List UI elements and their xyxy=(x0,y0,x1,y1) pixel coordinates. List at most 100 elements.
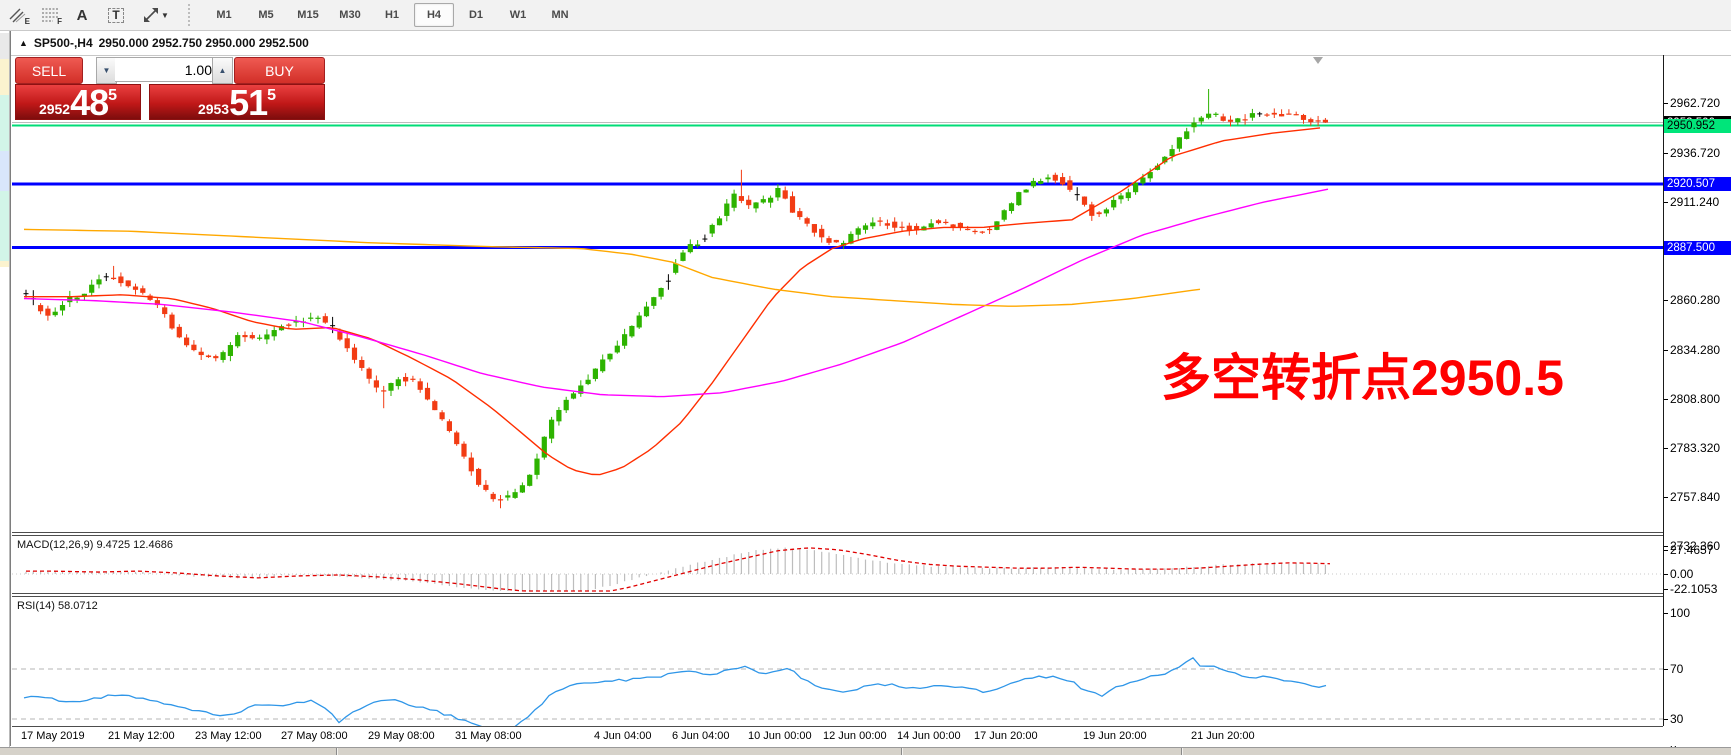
timeframe-button-H1[interactable]: H1 xyxy=(384,9,400,21)
time-axis-label: 10 Jun 00:00 xyxy=(748,730,812,742)
tool-letter: T xyxy=(108,7,124,23)
collapse-triangle-icon[interactable]: ▲ xyxy=(19,38,28,48)
price-tag-2950.952: 2950.952 xyxy=(1664,119,1731,133)
rsi-tick-mark xyxy=(1664,719,1668,720)
window-strip-divider[interactable] xyxy=(1181,748,1183,755)
time-axis-label: 19 Jun 20:00 xyxy=(1083,730,1147,742)
timeframe-bar: M1 M5 M15 M30 H1 H4 D1 W1 MN xyxy=(203,3,581,27)
timeframe-button-MN[interactable]: MN xyxy=(551,9,569,21)
left-panel-color-band xyxy=(0,261,9,267)
macd-axis-label: 27.4657 xyxy=(1670,543,1714,557)
price-tick-mark xyxy=(1664,448,1668,449)
plot-top-border xyxy=(11,55,1731,56)
arrows-icon[interactable]: ▼ xyxy=(136,3,176,27)
price-tick-mark xyxy=(1664,153,1668,154)
time-axis-label: 6 Jun 04:00 xyxy=(672,730,730,742)
time-axis[interactable]: 17 May 2019 21 May 12:00 23 May 12:00 27 Ma… xyxy=(11,727,1731,746)
ask-prefix: 2953 xyxy=(197,101,230,117)
price-tick-label: 2732.360 xyxy=(1670,539,1721,553)
panel-splitter[interactable] xyxy=(12,532,1663,533)
price-tick-label: 2808.800 xyxy=(1670,392,1721,406)
volume-increase-button[interactable]: ▲ xyxy=(212,57,233,84)
macd-tick-mark xyxy=(1664,574,1668,575)
bid-sup: 5 xyxy=(108,87,118,104)
rsi-canvas[interactable] xyxy=(12,597,1663,726)
time-axis-label: 27 May 08:00 xyxy=(281,730,348,742)
price-tick-label: 2911.240 xyxy=(1670,195,1720,209)
time-axis-label: 23 May 12:00 xyxy=(195,730,262,742)
timeframe-button-M5[interactable]: M5 xyxy=(258,9,274,21)
time-axis-label: 17 Jun 20:00 xyxy=(974,730,1038,742)
price-tag-2887.500: 2887.500 xyxy=(1664,241,1731,255)
time-axis-label: 21 May 12:00 xyxy=(108,730,175,742)
time-axis-label: 14 Jun 00:00 xyxy=(897,730,961,742)
price-tick-mark xyxy=(1664,399,1668,400)
left-panel-color-band xyxy=(0,59,9,95)
rsi-axis-label: 70 xyxy=(1670,662,1684,676)
rsi-tick-mark xyxy=(1664,669,1668,670)
price-tick-label: 2860.280 xyxy=(1670,293,1721,307)
price-tick-mark xyxy=(1664,103,1668,104)
toolbar: E F A T ▼ M1 M5 M15 M30 H1 xyxy=(0,0,1731,31)
price-tick-label: 2783.320 xyxy=(1670,441,1721,455)
price-tick-label: 2962.720 xyxy=(1670,96,1721,110)
macd-canvas[interactable] xyxy=(12,536,1663,593)
timeframe-button-D1[interactable]: D1 xyxy=(468,9,484,21)
fibonacci-icon[interactable]: F xyxy=(36,3,64,27)
price-tick-label: 2834.280 xyxy=(1670,343,1721,357)
dropdown-caret-icon: ▼ xyxy=(161,10,169,20)
volume-decrease-button[interactable]: ▼ xyxy=(96,57,117,84)
macd-tick-mark xyxy=(1664,589,1668,590)
time-axis-label: 4 Jun 04:00 xyxy=(594,730,652,742)
sell-button[interactable]: SELL xyxy=(15,57,83,84)
ohlc-values: 2950.000 2952.750 2950.000 2952.500 xyxy=(98,36,309,50)
bottom-window-strip xyxy=(0,747,1731,755)
left-panel-color-band xyxy=(0,151,9,191)
timeframe-button-M30[interactable]: M30 xyxy=(339,9,361,21)
symbol-period-label: SP500-,H4 xyxy=(33,36,93,50)
window-strip-divider[interactable] xyxy=(336,748,338,755)
chart-annotation-text: 多空转折点2950.5 xyxy=(1161,350,1564,406)
timeframe-button-M1[interactable]: M1 xyxy=(216,9,232,21)
toolbar-separator xyxy=(188,4,195,26)
ask-sup: 5 xyxy=(267,87,277,104)
rsi-axis-label: 100 xyxy=(1670,606,1691,620)
text-label-icon[interactable]: T xyxy=(100,3,132,27)
timeframe-button-W1[interactable]: W1 xyxy=(509,9,527,21)
price-tag-2920.507: 2920.507 xyxy=(1664,177,1731,191)
panel-splitter[interactable] xyxy=(12,596,1663,597)
bid-price-box[interactable]: 2952 48 5 xyxy=(15,82,141,124)
ask-price-box[interactable]: 2953 51 5 xyxy=(149,82,325,124)
price-tick-mark xyxy=(1664,202,1668,203)
rsi-label: RSI(14) 58.0712 xyxy=(17,600,98,612)
ask-main: 51 xyxy=(229,82,268,124)
price-tick-mark xyxy=(1664,497,1668,498)
panel-splitter[interactable] xyxy=(12,535,1663,536)
buy-button[interactable]: BUY xyxy=(234,57,325,84)
price-tick-mark xyxy=(1664,300,1668,301)
time-axis-label: 12 Jun 00:00 xyxy=(823,730,887,742)
left-panel-edge xyxy=(0,31,10,755)
axis-border xyxy=(1663,55,1664,726)
tool-letter: F xyxy=(57,17,62,26)
main-chart-canvas[interactable] xyxy=(12,56,1663,533)
panel-splitter xyxy=(12,726,1663,727)
price-tick-mark xyxy=(1664,546,1668,547)
text-icon[interactable]: A xyxy=(68,3,96,27)
volume-input[interactable] xyxy=(115,57,217,82)
macd-tick-mark xyxy=(1664,550,1668,551)
bid-main: 48 xyxy=(70,82,109,124)
bid-prefix: 2952 xyxy=(38,101,71,117)
time-axis-label: 17 May 2019 xyxy=(21,730,85,742)
panel-splitter[interactable] xyxy=(12,593,1663,594)
timeframe-button-M15[interactable]: M15 xyxy=(297,9,319,21)
macd-axis-label: 0.00 xyxy=(1670,567,1694,581)
chart-window: ▲ SP500-,H4 2950.000 2952.750 2950.000 2… xyxy=(10,31,1731,755)
rsi-axis-label: 30 xyxy=(1670,712,1684,726)
equidistant-channel-icon[interactable]: E xyxy=(4,3,32,27)
time-axis-label: 29 May 08:00 xyxy=(368,730,435,742)
window-strip-divider[interactable] xyxy=(901,748,903,755)
timeframe-button-H4[interactable]: H4 xyxy=(414,3,454,27)
chart-shift-marker-icon[interactable] xyxy=(1313,57,1323,64)
